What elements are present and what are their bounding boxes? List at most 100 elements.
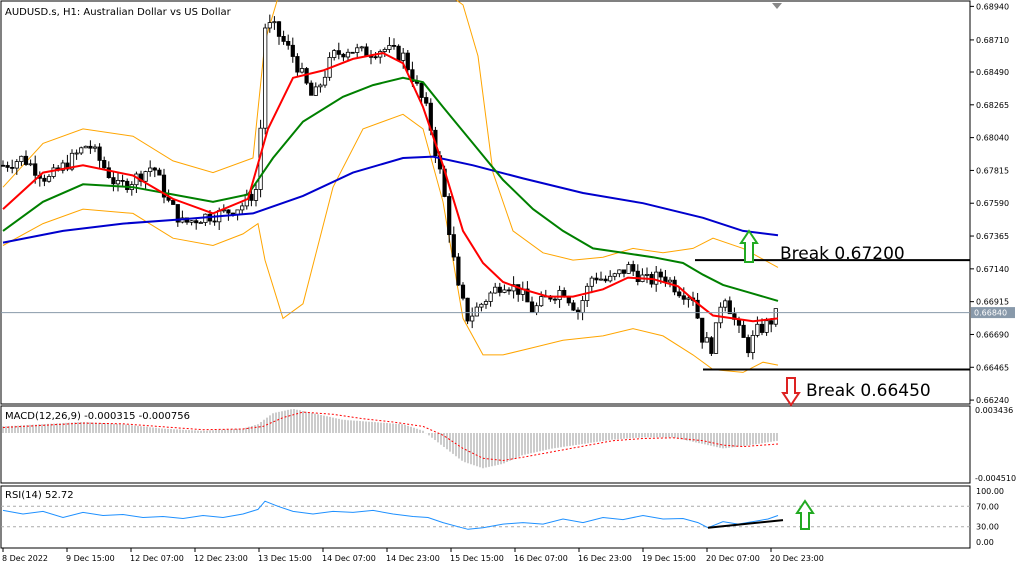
candle-body [83, 145, 88, 149]
candle-body [470, 315, 475, 322]
candle-body [511, 284, 516, 292]
candle-body [276, 21, 282, 37]
ma-fast-line [2, 51, 779, 323]
candle-body [539, 296, 544, 307]
candle-body [157, 169, 162, 176]
candle-body [497, 286, 502, 293]
candle-body [608, 275, 613, 282]
candle-body [704, 337, 709, 343]
candle-body [718, 306, 723, 324]
macd-pane [0, 405, 971, 484]
candle-body [198, 222, 203, 224]
candle-body [263, 27, 268, 129]
price-tick-label: 0.66465 [976, 363, 1009, 372]
candle-body [502, 289, 507, 293]
macd-series [2, 409, 779, 469]
price-tick-label: 0.66690 [976, 330, 1009, 339]
candle-body [382, 49, 387, 52]
candle-body [589, 277, 594, 287]
candle-body [299, 68, 305, 73]
rsi-arrow-up-icon [795, 499, 815, 530]
candle-body [313, 86, 318, 96]
time-tick-label: 14 Dec 07:00 [322, 554, 376, 563]
time-tick-label: 12 Dec 07:00 [130, 554, 184, 563]
candle-body [557, 289, 562, 300]
candle-body [391, 45, 397, 47]
scroll-marker-icon[interactable] [772, 3, 782, 9]
price-tick-label: 0.67365 [976, 232, 1009, 241]
candle-body [134, 173, 139, 186]
candle-body [488, 292, 493, 302]
rsi-tick-label: 70.00 [976, 502, 999, 511]
candle-body [764, 320, 769, 333]
macd-signal-line [2, 411, 779, 462]
time-tick-label: 19 Dec 15:00 [642, 554, 696, 563]
time-tick-label: 8 Dec 2022 [2, 554, 48, 563]
candle-body [580, 300, 585, 313]
price-tick-label: 0.68710 [976, 36, 1009, 45]
rsi-series [1, 500, 970, 530]
candles [0, 14, 778, 360]
candle-body [750, 334, 755, 353]
candle-body [741, 324, 746, 338]
candle-body [240, 205, 245, 211]
time-tick-label: 14 Dec 23:00 [386, 554, 440, 563]
candle-body [465, 297, 470, 322]
candle-body [658, 271, 663, 278]
candle-body [773, 308, 778, 325]
candle-body [506, 289, 512, 292]
candle-body [253, 189, 259, 201]
candle-body [525, 288, 530, 303]
macd-title: MACD(12,26,9) -0.000315 -0.000756 [5, 411, 190, 422]
time-tick-label: 20 Dec 23:00 [770, 554, 824, 563]
candle-body [419, 82, 424, 98]
candle-body [10, 166, 15, 169]
candle-body [493, 286, 498, 294]
candle-body [603, 278, 608, 282]
candle-body [106, 167, 111, 179]
candle-body [143, 171, 148, 182]
candle-body [272, 21, 277, 24]
candle-body [681, 295, 686, 300]
candle-body [695, 299, 700, 319]
candle-body [19, 155, 24, 163]
candle-body [42, 177, 47, 182]
candle-body [102, 159, 107, 169]
candle-body [451, 234, 456, 258]
candle-body [281, 36, 286, 42]
bollinger-lower-line [2, 113, 779, 373]
price-tick-label: 0.68265 [976, 101, 1009, 110]
candle-body [529, 301, 535, 313]
candle-body [460, 284, 466, 299]
candle-body [161, 174, 167, 198]
rsi-line [2, 500, 779, 530]
bollinger-bands [2, 0, 779, 373]
candle-body [295, 56, 300, 73]
candle-body [713, 322, 719, 354]
candle-body [322, 76, 328, 86]
price-tick-label: 0.66915 [976, 298, 1009, 307]
candle-body [373, 56, 378, 59]
candle-body [14, 161, 19, 169]
arrow-down-icon [781, 377, 801, 407]
price-tick-label: 0.68040 [976, 134, 1009, 143]
candle-body [700, 317, 705, 343]
candle-body [746, 337, 751, 354]
candle-body [249, 193, 254, 201]
price-tick-label: 0.67140 [976, 265, 1009, 274]
candle-body [5, 165, 10, 168]
break-down-label: Break 0.66450 [806, 381, 931, 401]
time-tick-label: 16 Dec 07:00 [514, 554, 568, 563]
arrow-up-icon [739, 229, 759, 263]
candle-body [534, 305, 539, 313]
candle-body [175, 204, 180, 223]
rsi-title: RSI(14) 52.72 [5, 490, 74, 501]
candle-body [617, 269, 622, 275]
bollinger-upper-line [2, 0, 779, 268]
candle-body [69, 152, 75, 170]
candle-body [626, 264, 631, 274]
candle-body [226, 209, 231, 214]
rsi-trendline [707, 519, 784, 529]
time-tick-label: 16 Dec 23:00 [578, 554, 632, 563]
